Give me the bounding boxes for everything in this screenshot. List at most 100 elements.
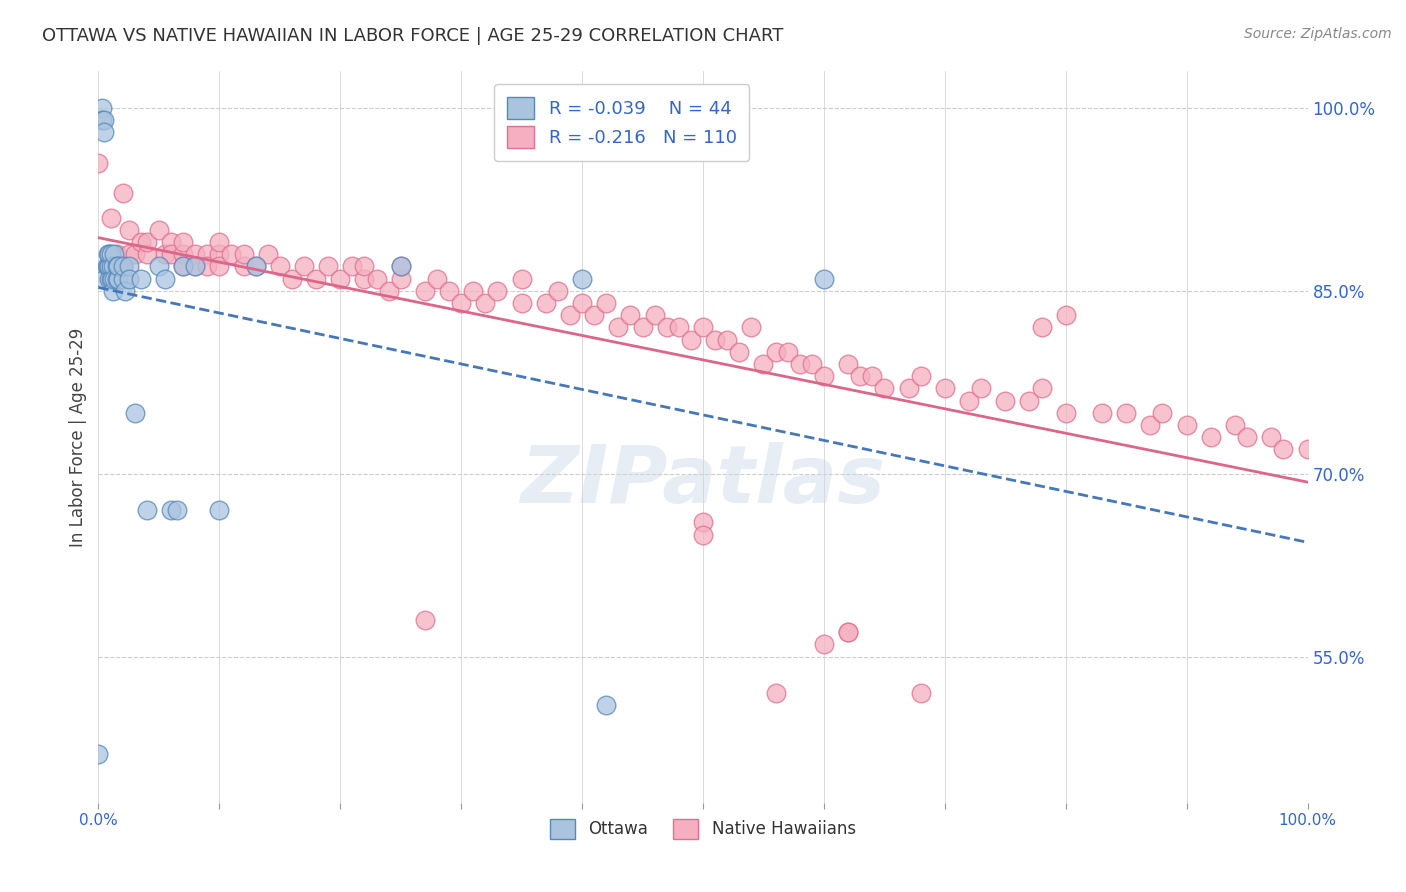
Point [776,344,799,359]
Point [107,260,129,274]
Point [583,308,606,322]
Point [474,296,496,310]
Y-axis label: In Labor Force | Age 25-29: In Labor Force | Age 25-29 [69,327,87,547]
Point [124,247,146,261]
Point [93,113,115,128]
Point [1223,417,1246,432]
Point [849,369,872,384]
Point [450,296,472,310]
Point [1054,406,1077,420]
Point [813,637,835,651]
Point [172,235,194,249]
Point [105,260,128,274]
Point [105,271,128,285]
Point [111,186,134,201]
Point [1260,430,1282,444]
Point [184,260,207,274]
Point [534,296,557,310]
Point [93,271,115,285]
Point [571,296,593,310]
Point [837,625,859,640]
Point [631,320,654,334]
Point [245,260,267,274]
Point [195,247,218,261]
Point [91,113,114,128]
Point [148,223,170,237]
Point [1139,417,1161,432]
Point [98,260,121,274]
Point [172,260,194,274]
Point [100,271,122,285]
Point [970,381,993,395]
Point [100,271,122,285]
Point [87,155,110,169]
Point [172,247,194,261]
Point [353,271,375,285]
Point [704,333,727,347]
Point [208,235,231,249]
Point [740,320,762,334]
Point [668,320,690,334]
Point [994,393,1017,408]
Point [413,284,436,298]
Point [269,260,291,274]
Point [172,260,194,274]
Point [619,308,641,322]
Point [910,369,932,384]
Point [934,381,956,395]
Point [486,284,509,298]
Point [765,344,787,359]
Point [728,344,751,359]
Point [1115,406,1137,420]
Point [342,260,364,274]
Point [100,260,122,274]
Point [87,747,110,761]
Point [103,247,125,261]
Point [93,125,115,139]
Point [91,101,114,115]
Legend: Ottawa, Native Hawaiians: Ottawa, Native Hawaiians [544,812,862,846]
Point [153,271,176,285]
Point [353,260,375,274]
Point [111,260,134,274]
Point [510,271,533,285]
Point [97,247,120,261]
Point [292,260,315,274]
Point [1091,406,1114,420]
Point [124,406,146,420]
Point [389,260,412,274]
Point [1236,430,1258,444]
Point [208,503,231,517]
Point [1031,381,1053,395]
Point [1152,406,1174,420]
Point [100,211,122,225]
Point [98,271,121,285]
Point [752,357,775,371]
Point [316,260,339,274]
Point [692,516,714,530]
Point [571,271,593,285]
Point [813,271,835,285]
Point [129,235,152,249]
Point [118,247,141,261]
Point [129,271,152,285]
Point [1175,417,1198,432]
Point [595,296,617,310]
Point [118,271,141,285]
Point [957,393,980,408]
Point [107,271,129,285]
Point [644,308,666,322]
Point [105,247,128,261]
Point [221,247,243,261]
Point [437,284,460,298]
Point [232,247,254,261]
Point [256,247,278,261]
Point [692,527,714,541]
Point [1031,320,1053,334]
Point [389,271,412,285]
Point [101,284,124,298]
Point [789,357,811,371]
Point [1296,442,1319,457]
Point [111,260,134,274]
Point [208,247,231,261]
